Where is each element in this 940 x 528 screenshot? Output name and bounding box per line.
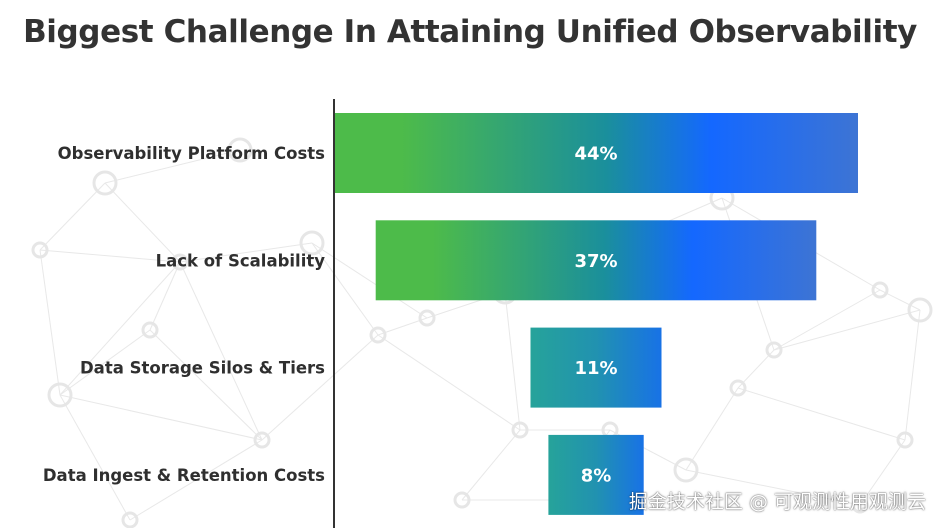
category-label: Data Ingest & Retention Costs [43,466,325,485]
category-label: Observability Platform Costs [58,144,326,163]
network-node [896,431,914,449]
data-label: 37% [574,251,617,272]
network-node [851,496,869,514]
network-edge [685,469,861,506]
network-node [92,170,118,196]
network-node [299,230,325,256]
network-edge [311,242,428,319]
network-node [171,253,189,271]
data-label: 8% [581,465,612,486]
network-node [418,309,436,327]
network-edge [377,317,428,336]
network-node [369,326,387,344]
chart-title: Biggest Challenge In Attaining Unified O… [23,14,917,50]
network-edge [39,249,61,396]
network-node [47,382,73,408]
network-edge [461,429,521,501]
network-edge [59,394,263,441]
network-node [907,297,933,323]
network-edge [737,349,775,389]
network-node [31,241,49,259]
network-edge [59,261,181,396]
category-label: Data Storage Silos & Tiers [80,359,325,378]
network-node [121,511,139,528]
network-edge [104,149,241,184]
category-label: Lack of Scalability [156,251,326,270]
network-edge [39,182,106,251]
network-edge [773,289,881,351]
bar [530,327,662,408]
network-edge [59,394,131,521]
watermark-text: 掘金技术社区 @ 可观测性用观测云 [628,491,926,513]
network-edge [773,309,921,351]
network-edge [859,439,906,506]
data-label: 11% [574,358,617,379]
network-edge [59,329,151,396]
network-edge [39,249,181,263]
network-edge [149,329,263,441]
bar [334,113,858,193]
network-edge [179,242,313,263]
network-node [511,421,529,439]
network-edge [104,182,181,263]
network-edge [149,261,181,331]
network-node [673,457,699,483]
network-node [871,281,889,299]
network-edge [504,291,521,431]
network-edge [311,242,379,336]
data-label: 44% [574,144,617,165]
bar [375,220,817,301]
network-node [453,491,471,509]
bar [548,434,644,515]
network-node [141,321,159,339]
network-edge [685,387,739,471]
network-node [765,341,783,359]
network-edge [904,309,921,441]
network-node [253,431,271,449]
network-edge [261,334,379,441]
network-edge [129,439,263,521]
network-edge [737,387,906,441]
network-node [729,379,747,397]
network-edge [377,334,521,431]
network-node [227,137,253,163]
network-edge [179,261,263,441]
